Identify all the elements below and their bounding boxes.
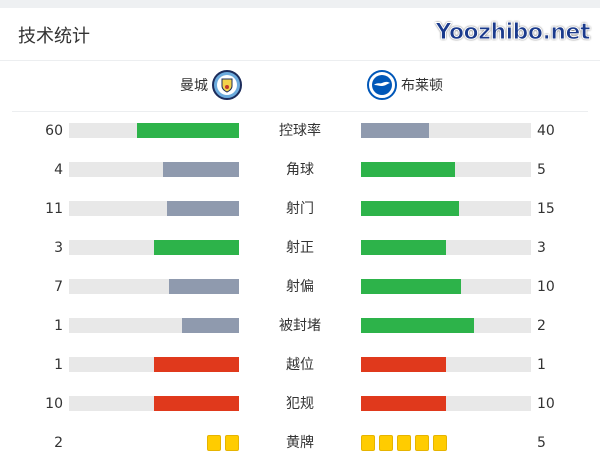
home-bar-track	[69, 279, 239, 294]
home-team[interactable]: 曼城	[180, 70, 242, 100]
stat-label: 被封堵	[279, 318, 321, 334]
away-bar	[361, 201, 460, 216]
divider	[12, 111, 588, 112]
stat-row: 2 黄牌 5	[0, 433, 600, 453]
home-value: 1	[54, 357, 63, 373]
home-cards	[207, 435, 239, 451]
away-bar-track	[361, 201, 531, 216]
away-team-name: 布莱顿	[401, 78, 443, 94]
home-bar	[163, 162, 239, 177]
away-bar-track	[361, 396, 531, 411]
home-value: 10	[45, 396, 63, 412]
away-bar-track	[361, 357, 531, 372]
yellow-card-icon	[433, 435, 447, 451]
away-value: 40	[537, 123, 555, 139]
divider	[0, 60, 600, 61]
home-value: 11	[45, 201, 63, 217]
away-value: 5	[537, 435, 546, 451]
stat-row: 3 射正 3	[0, 238, 600, 258]
home-bar-track	[69, 318, 239, 333]
yellow-card-icon	[225, 435, 239, 451]
stat-row: 1 被封堵 2	[0, 316, 600, 336]
stat-row: 4 角球 5	[0, 160, 600, 180]
home-bar-track	[69, 357, 239, 372]
home-bar-track	[69, 123, 239, 138]
home-value: 3	[54, 240, 63, 256]
yellow-card-icon	[415, 435, 429, 451]
home-value: 60	[45, 123, 63, 139]
stat-label: 角球	[286, 162, 314, 178]
stat-row: 11 射门 15	[0, 199, 600, 219]
home-value: 2	[54, 435, 63, 451]
stat-row: 10 犯规 10	[0, 394, 600, 414]
home-bar-track	[69, 240, 239, 255]
yellow-card-icon	[379, 435, 393, 451]
stat-row: 7 射偏 10	[0, 277, 600, 297]
home-bar	[169, 279, 239, 294]
away-value: 10	[537, 396, 555, 412]
away-bar	[361, 123, 429, 138]
stat-label: 射偏	[286, 279, 314, 295]
home-value: 1	[54, 318, 63, 334]
stat-row: 1 越位 1	[0, 355, 600, 375]
brighton-crest-icon	[367, 70, 397, 100]
home-bar	[154, 357, 239, 372]
home-bar-track	[69, 162, 239, 177]
away-bar-track	[361, 240, 531, 255]
away-bar	[361, 279, 461, 294]
away-bar-track	[361, 123, 531, 138]
teams-header: 曼城 布莱顿	[0, 70, 600, 102]
away-bar-track	[361, 318, 531, 333]
away-value: 5	[537, 162, 546, 178]
section-title: 技术统计	[18, 26, 90, 47]
stat-label: 越位	[286, 357, 314, 373]
away-bar	[361, 240, 446, 255]
away-bar	[361, 357, 446, 372]
home-bar	[137, 123, 239, 138]
stat-label: 射门	[286, 201, 314, 217]
home-bar	[154, 240, 239, 255]
yellow-card-icon	[397, 435, 411, 451]
stat-row: 60 控球率 40	[0, 121, 600, 141]
top-band	[0, 0, 600, 8]
yellow-card-icon	[207, 435, 221, 451]
away-cards	[361, 435, 447, 451]
away-bar-track	[361, 279, 531, 294]
away-bar	[361, 318, 475, 333]
home-bar-track	[69, 396, 239, 411]
stat-label: 控球率	[279, 123, 321, 139]
away-bar-track	[361, 162, 531, 177]
yellow-card-icon	[361, 435, 375, 451]
away-bar	[361, 396, 446, 411]
man-city-crest-icon	[212, 70, 242, 100]
away-value: 10	[537, 279, 555, 295]
home-bar	[167, 201, 239, 216]
away-value: 1	[537, 357, 546, 373]
stat-label: 犯规	[286, 396, 314, 412]
away-value: 15	[537, 201, 555, 217]
stat-label: 射正	[286, 240, 314, 256]
away-value: 2	[537, 318, 546, 334]
home-value: 4	[54, 162, 63, 178]
home-bar	[182, 318, 239, 333]
away-team[interactable]: 布莱顿	[367, 70, 443, 100]
home-bar	[154, 396, 239, 411]
stat-label: 黄牌	[286, 435, 314, 451]
away-bar	[361, 162, 456, 177]
home-value: 7	[54, 279, 63, 295]
watermark: Yoozhibo.net	[435, 20, 591, 46]
away-value: 3	[537, 240, 546, 256]
home-team-name: 曼城	[180, 78, 208, 94]
home-bar-track	[69, 201, 239, 216]
